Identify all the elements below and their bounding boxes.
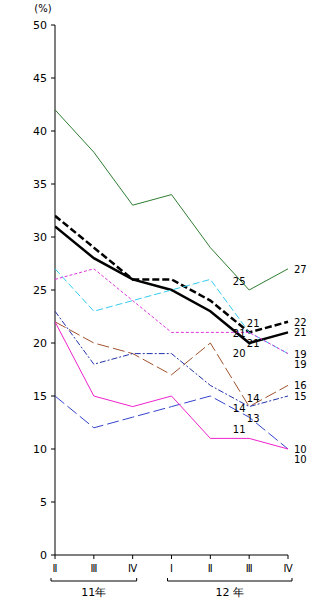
y-tick-label: 15	[33, 390, 47, 403]
x-tick-label: Ⅱ	[53, 563, 58, 574]
x-tick	[55, 555, 56, 559]
series-line	[55, 311, 288, 406]
series-line	[55, 110, 288, 290]
x-tick	[93, 555, 94, 559]
x-tick	[132, 555, 133, 559]
y-tick	[51, 555, 55, 556]
x-tick	[171, 555, 172, 559]
y-tick-label: 35	[33, 178, 47, 191]
y-tick	[51, 131, 55, 132]
group-bracket	[51, 578, 52, 581]
y-tick-label: 40	[33, 125, 47, 138]
y-tick	[51, 184, 55, 185]
data-label: 16	[294, 380, 307, 391]
y-tick-label: 10	[33, 443, 47, 456]
x-tick-label: Ⅳ	[283, 563, 293, 574]
data-label: 14	[247, 393, 260, 404]
y-tick-label: 50	[33, 19, 47, 32]
data-label: 19	[294, 359, 307, 370]
series-line	[55, 396, 288, 449]
data-label: 27	[294, 264, 307, 275]
data-label: 15	[294, 391, 307, 402]
y-tick	[51, 449, 55, 450]
y-tick	[51, 290, 55, 291]
x-tick-label: Ⅲ	[246, 563, 253, 574]
plot-area	[55, 110, 288, 449]
data-label: 25	[233, 276, 246, 287]
data-label: 14	[233, 403, 246, 414]
data-label: 21	[247, 318, 260, 329]
y-tick-label: 5	[40, 496, 47, 509]
y-tick-label: 20	[33, 337, 47, 350]
y-tick	[51, 502, 55, 503]
data-label: 13	[247, 413, 260, 424]
group-label: 12 年	[216, 586, 245, 599]
x-tick-label: Ⅰ	[170, 563, 173, 574]
chart: 0 5 10 15 20 25 30 35 40 45 50 (%) Ⅱ Ⅲ Ⅳ Ⅰ Ⅱ Ⅲ Ⅳ 11年 12 年 25 2…	[0, 0, 310, 608]
y-tick	[51, 343, 55, 344]
data-label: 21	[233, 328, 246, 339]
y-tick	[51, 25, 55, 26]
data-label: 11	[233, 424, 246, 435]
data-label: 22	[294, 317, 307, 328]
data-label: 21	[247, 338, 260, 349]
data-label: 20	[233, 348, 246, 359]
group-bracket	[168, 581, 293, 582]
x-tick-label: Ⅲ	[90, 563, 97, 574]
series-line	[55, 216, 288, 333]
group-bracket	[167, 578, 168, 581]
y-tick-label: 45	[33, 72, 47, 85]
series-line	[55, 226, 288, 343]
group-bracket	[51, 581, 137, 582]
y-tick-label: 30	[33, 231, 47, 244]
y-tick	[51, 78, 55, 79]
y-tick	[51, 237, 55, 238]
x-tick	[210, 555, 211, 559]
x-tick	[288, 555, 289, 559]
series-line	[55, 322, 288, 449]
y-tick	[51, 396, 55, 397]
group-bracket	[136, 578, 137, 581]
y-tick-label: 0	[40, 549, 47, 562]
data-label: 21	[294, 327, 307, 338]
group-label: 11年	[81, 586, 106, 599]
y-axis-label: (%)	[34, 3, 51, 14]
series-line	[55, 322, 288, 407]
x-tick-label: Ⅱ	[208, 563, 213, 574]
data-label: 10	[294, 454, 307, 465]
x-tick	[249, 555, 250, 559]
y-tick-label: 25	[33, 284, 47, 297]
group-bracket	[292, 578, 293, 581]
x-tick-label: Ⅳ	[128, 563, 138, 574]
